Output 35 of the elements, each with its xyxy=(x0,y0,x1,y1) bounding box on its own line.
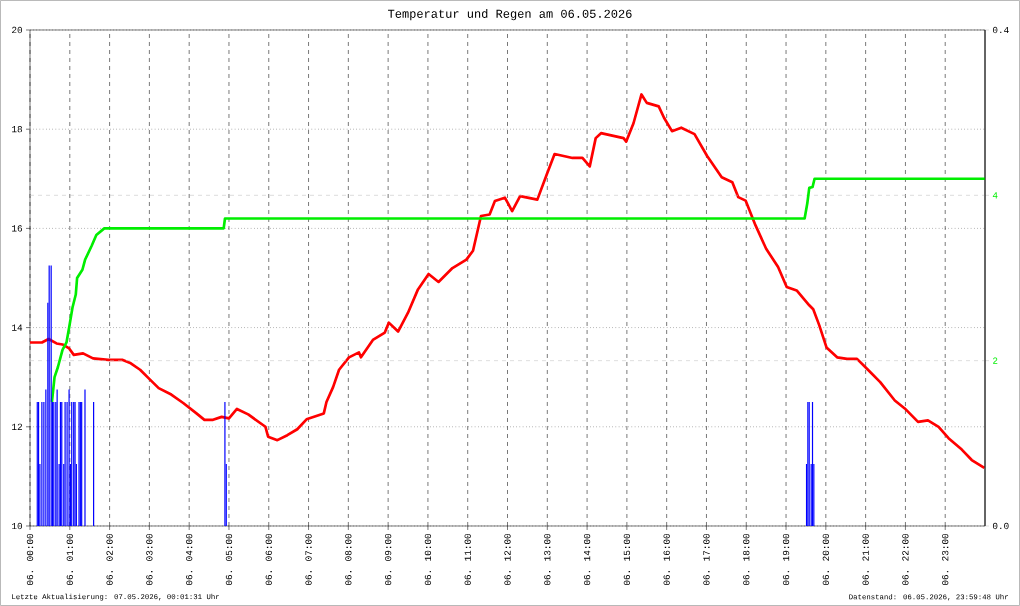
y2-tick-label: 2 xyxy=(993,357,998,364)
chart-title: Temperatur und Regen am 06.05.2026 xyxy=(388,9,632,21)
x-tick-label: 06. 08:00 xyxy=(345,533,352,586)
x-tick-label: 06. 02:00 xyxy=(106,533,113,586)
x-tick-label: 06. 05:00 xyxy=(225,533,233,586)
x-tick-label: 06. 07:00 xyxy=(305,533,312,586)
y-tick-label: 14 xyxy=(12,324,23,331)
y3-tick-label: 0.0 xyxy=(992,522,1009,530)
x-tick-label: 06. 09:00 xyxy=(384,533,392,586)
x-tick-label: 06. 18:00 xyxy=(743,533,750,586)
x-tick-label: 06. 10:00 xyxy=(424,533,432,586)
x-tick-label: 06. 17:00 xyxy=(703,533,710,586)
y3-tick-label: 0.4 xyxy=(992,26,1009,34)
x-tick-label: 06. 11:00 xyxy=(464,533,471,586)
x-tick-label: 06. 19:00 xyxy=(782,533,790,586)
y-tick-label: 16 xyxy=(12,225,23,232)
x-tick-label: 06. 01:00 xyxy=(66,533,73,586)
x-tick-label: 06. 15:00 xyxy=(623,533,631,586)
x-tick-label: 06. 06:00 xyxy=(265,533,272,586)
x-tick-label: 06. 20:00 xyxy=(822,533,829,586)
x-tick-label: 06. 00:00 xyxy=(26,533,34,586)
x-tick-label: 06. 22:00 xyxy=(902,533,909,586)
y-tick-label: 20 xyxy=(12,26,23,34)
x-tick-label: 06. 03:00 xyxy=(146,533,153,586)
x-tick-label: 06. 14:00 xyxy=(583,533,591,586)
y-tick-label: 10 xyxy=(12,522,23,530)
y-tick-label: 18 xyxy=(12,126,23,133)
x-tick-label: 06. 04:00 xyxy=(186,533,193,586)
x-tick-label: 06. 12:00 xyxy=(504,533,511,586)
y-tick-label: 12 xyxy=(12,423,22,430)
x-tick-label: 06. 21:00 xyxy=(862,533,869,586)
x-tick-label: 06. 13:00 xyxy=(544,533,551,586)
y2-tick-label: 4 xyxy=(992,192,998,199)
x-tick-label: 06. 16:00 xyxy=(663,533,670,586)
x-tick-label: 06. 23:00 xyxy=(942,533,949,586)
